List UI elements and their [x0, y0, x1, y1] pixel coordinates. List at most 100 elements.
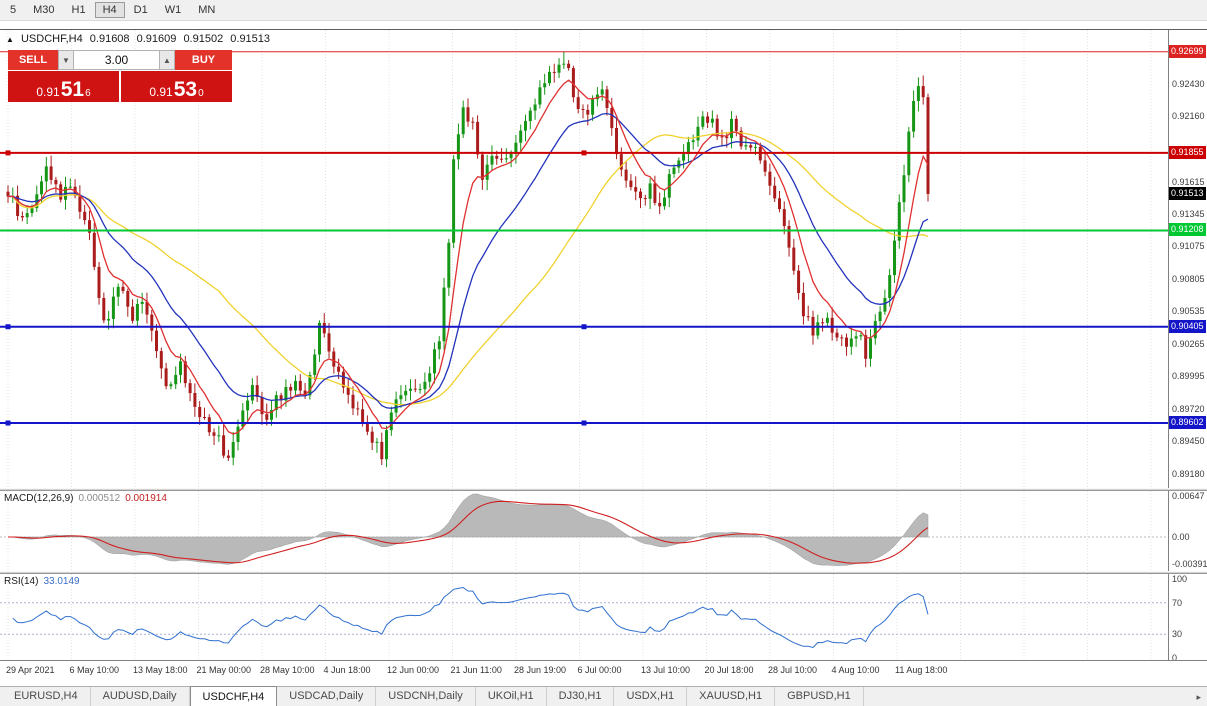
time-label: 21 May 00:00	[196, 665, 252, 675]
timeframe-button-h4[interactable]: H4	[94, 2, 125, 18]
ohlc-close: 0.91513	[230, 33, 271, 45]
rsi-axis-label: 0	[1172, 653, 1178, 663]
hline-price-label: 0.90405	[1169, 319, 1206, 333]
price-tick-label: 0.91345	[1172, 209, 1205, 220]
price-tick-label: 0.91615	[1172, 176, 1205, 187]
volume-increase-icon[interactable]: ▲	[159, 50, 175, 70]
hline-price-label: 0.89602	[1169, 416, 1206, 430]
macd-label: MACD(12,26,9)	[4, 493, 74, 504]
timeframe-button-mn[interactable]: MN	[198, 4, 216, 16]
tab-scroll-right-icon[interactable]: ▸	[1196, 692, 1201, 702]
price-tick-label: 0.90265	[1172, 338, 1205, 349]
macd-main-value: 0.000512	[78, 493, 121, 504]
time-label: 11 Aug 18:00	[895, 665, 948, 675]
chart-window: ▲ USDCHF,H4 0.91608 0.91609 0.91502 0.91…	[0, 29, 1207, 680]
price-chart-canvas[interactable]	[0, 30, 1168, 488]
main-chart-panel[interactable]: ▲ USDCHF,H4 0.91608 0.91609 0.91502 0.91…	[0, 30, 1168, 488]
buy-price-pips: 53	[173, 78, 198, 101]
buy-price-prefix: 0.91	[149, 85, 173, 99]
timeframe-button-h1[interactable]: H1	[71, 4, 86, 16]
buy-price-box[interactable]: 0.91 53 0	[121, 71, 232, 102]
chart-tab[interactable]: XAUUSD,H1	[687, 687, 776, 706]
rsi-panel[interactable]: RSI(14) 33.0149	[0, 574, 1168, 660]
chart-tab[interactable]: UKOil,H1	[476, 687, 547, 706]
sell-price-point: 6	[85, 88, 91, 99]
macd-header: MACD(12,26,9) 0.000512 0.001914	[4, 493, 167, 504]
ohlc-open: 0.91608	[89, 33, 130, 45]
one-click-collapse-icon[interactable]: ▲	[6, 35, 14, 44]
hline-price-label: 0.91855	[1169, 145, 1206, 159]
time-label: 29 Apr 2021	[6, 665, 55, 675]
time-label: 13 May 18:00	[133, 665, 188, 675]
macd-panel[interactable]: MACD(12,26,9) 0.000512 0.001914	[0, 491, 1168, 571]
hline-price-label: 0.91208	[1169, 223, 1206, 237]
macd-axis[interactable]: 0.00647 0.00 -0.00391	[1168, 491, 1207, 571]
buy-button[interactable]: BUY	[175, 50, 232, 70]
macd-axis-label: 0.00	[1172, 532, 1190, 542]
timeframe-button-5[interactable]: 5	[10, 4, 17, 16]
timeframe-button-w1[interactable]: W1	[164, 4, 182, 16]
time-axis[interactable]: 29 Apr 2021 6 May 10:00 13 May 18:00 21 May…	[0, 660, 1207, 680]
chart-ohlc-header: ▲ USDCHF,H4 0.91608 0.91609 0.91502 0.91…	[6, 33, 274, 45]
macd-axis-label: -0.00391	[1172, 559, 1207, 569]
price-tick-label: 0.92160	[1172, 111, 1205, 122]
price-tick-label: 0.91075	[1172, 241, 1205, 252]
time-label: 4 Jun 18:00	[323, 665, 371, 675]
chart-tab[interactable]: DJ30,H1	[547, 687, 615, 706]
sell-price-pips: 51	[60, 78, 85, 101]
chart-tab[interactable]: AUDUSD,Daily	[91, 687, 190, 706]
chart-tab[interactable]: GBPUSD,H1	[775, 687, 864, 706]
price-tick-label: 0.89995	[1172, 370, 1205, 381]
macd-signal-value: 0.001914	[125, 493, 167, 504]
macd-axis-label: 0.00647	[1172, 491, 1205, 501]
ohlc-low: 0.91502	[183, 33, 224, 45]
timeframe-button-d1[interactable]: D1	[133, 4, 148, 16]
volume-decrease-icon[interactable]: ▼	[58, 50, 74, 70]
time-label: 28 Jun 19:00	[514, 665, 567, 675]
price-tick-label: 0.90535	[1172, 306, 1205, 317]
chart-tab[interactable]: USDCHF,H4	[189, 686, 278, 706]
time-label: 4 Aug 10:00	[831, 665, 880, 675]
chart-tab[interactable]: EURUSD,H4	[2, 687, 91, 706]
ohlc-high: 0.91609	[136, 33, 177, 45]
time-label: 28 May 10:00	[260, 665, 315, 675]
time-label: 28 Jul 10:00	[768, 665, 818, 675]
rsi-label: RSI(14)	[4, 576, 39, 587]
sell-price-box[interactable]: 0.91 51 6	[8, 71, 119, 102]
chart-tab[interactable]: USDCAD,Daily	[277, 687, 377, 706]
rsi-canvas[interactable]	[0, 574, 1168, 660]
time-label: 12 Jun 00:00	[387, 665, 440, 675]
time-label: 20 Jul 18:00	[704, 665, 754, 675]
rsi-axis-label: 30	[1172, 629, 1183, 640]
panel-splitter-rsi[interactable]	[0, 571, 1207, 574]
panel-splitter-macd[interactable]	[0, 488, 1207, 491]
chart-tab[interactable]: USDCNH,Daily	[376, 687, 476, 706]
price-tick-label: 0.89720	[1172, 403, 1205, 414]
price-tick-label: 0.92430	[1172, 78, 1205, 89]
sell-price-prefix: 0.91	[36, 85, 60, 99]
timeframe-button-m30[interactable]: M30	[33, 4, 55, 16]
time-label: 6 Jul 00:00	[577, 665, 622, 675]
price-axis[interactable]: 0.92430 0.92160 0.91615 0.91345 0.91075 0.908…	[1168, 30, 1207, 488]
time-label: 13 Jul 10:00	[641, 665, 691, 675]
timeframe-toolbar: 5 M30 H1 H4 D1 W1 MN	[0, 0, 1207, 21]
rsi-header: RSI(14) 33.0149	[4, 576, 80, 587]
price-tick-label: 0.89450	[1172, 436, 1205, 447]
one-click-trading-panel: SELL ▼ ▲ BUY 0.91 51 6 0.91 53 0	[8, 50, 232, 102]
macd-canvas[interactable]	[0, 491, 1168, 571]
time-label: 21 Jun 11:00	[450, 665, 502, 675]
chart-symbol-label: USDCHF,H4	[20, 33, 83, 45]
sell-button[interactable]: SELL	[8, 50, 58, 70]
current-price-label: 0.91513	[1169, 186, 1206, 200]
rsi-axis-label: 100	[1172, 574, 1188, 584]
hline-price-label: 0.92699	[1169, 44, 1206, 58]
rsi-axis[interactable]: 100 70 30 0	[1168, 574, 1207, 663]
volume-input[interactable]	[74, 50, 159, 70]
price-tick-label: 0.90805	[1172, 273, 1205, 284]
price-tick-label: 0.89180	[1172, 468, 1205, 479]
chart-tab[interactable]: USDX,H1	[614, 687, 688, 706]
time-label: 6 May 10:00	[69, 665, 120, 675]
rsi-value: 33.0149	[43, 576, 80, 587]
rsi-axis-label: 70	[1172, 597, 1183, 608]
